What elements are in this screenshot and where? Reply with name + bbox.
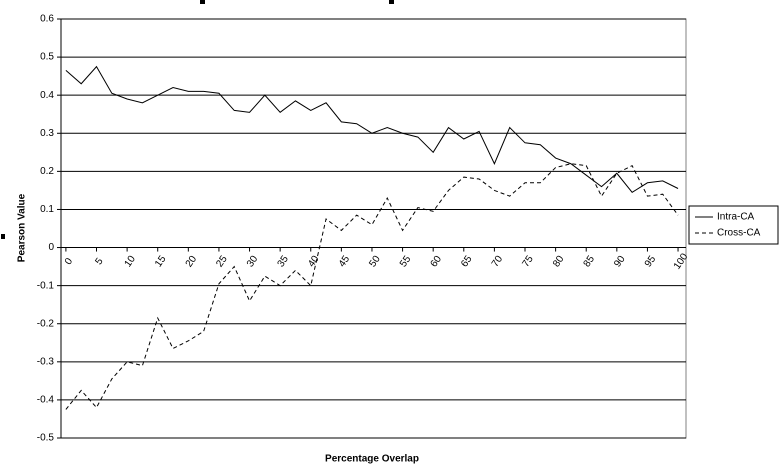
y-tick-label: -0.5 (37, 433, 55, 444)
legend-label: Intra-CA (717, 212, 755, 223)
legend-label: Cross-CA (717, 228, 761, 239)
y-tick-label: 0.5 (40, 52, 54, 63)
y-tick-label: 0.6 (40, 14, 54, 25)
y-tick-label: -0.4 (37, 395, 55, 406)
y-tick-label: 0.4 (40, 90, 54, 101)
legend (688, 205, 779, 245)
series-line (65, 65, 679, 193)
x-tick-label: 5 (94, 256, 106, 267)
x-tick-label: 0 (63, 256, 75, 267)
y-tick-label: -0.1 (37, 280, 55, 291)
y-tick-label: 0.1 (40, 204, 54, 215)
handle (389, 0, 394, 4)
handle (200, 0, 205, 4)
y-axis-title: Pearson Value (17, 193, 28, 262)
handle (1, 234, 5, 239)
y-tick-label: -0.2 (37, 318, 55, 329)
y-tick-label: 0.2 (40, 166, 54, 177)
y-tick-label: 0 (48, 242, 54, 253)
series-line (65, 163, 679, 410)
y-tick-label: -0.3 (37, 356, 55, 367)
x-axis-title: Percentage Overlap (325, 454, 419, 465)
y-tick-label: 0.3 (40, 128, 54, 139)
